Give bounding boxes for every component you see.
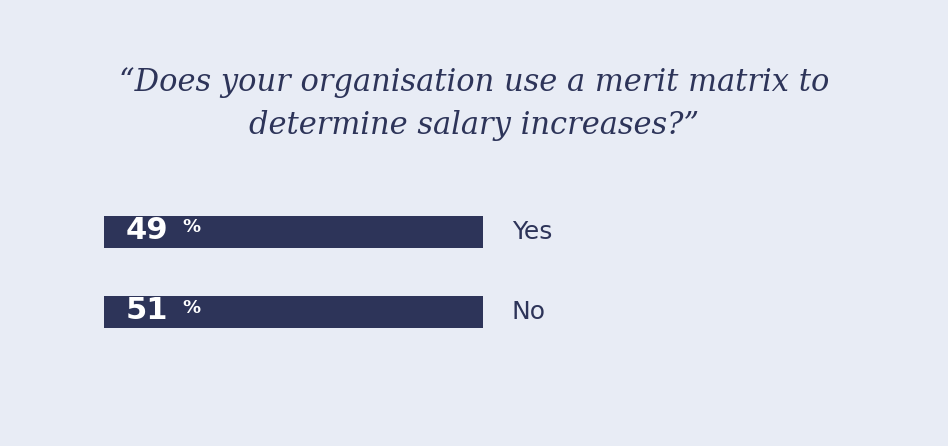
Text: %: %	[182, 299, 200, 317]
FancyBboxPatch shape	[104, 216, 483, 248]
Text: No: No	[512, 300, 546, 324]
Text: 51: 51	[125, 296, 168, 325]
Text: %: %	[182, 219, 200, 236]
FancyBboxPatch shape	[104, 296, 483, 328]
Text: 49: 49	[125, 215, 168, 245]
Text: Yes: Yes	[512, 220, 553, 244]
Text: “Does your organisation use a merit matrix to
determine salary increases?”: “Does your organisation use a merit matr…	[118, 67, 830, 141]
